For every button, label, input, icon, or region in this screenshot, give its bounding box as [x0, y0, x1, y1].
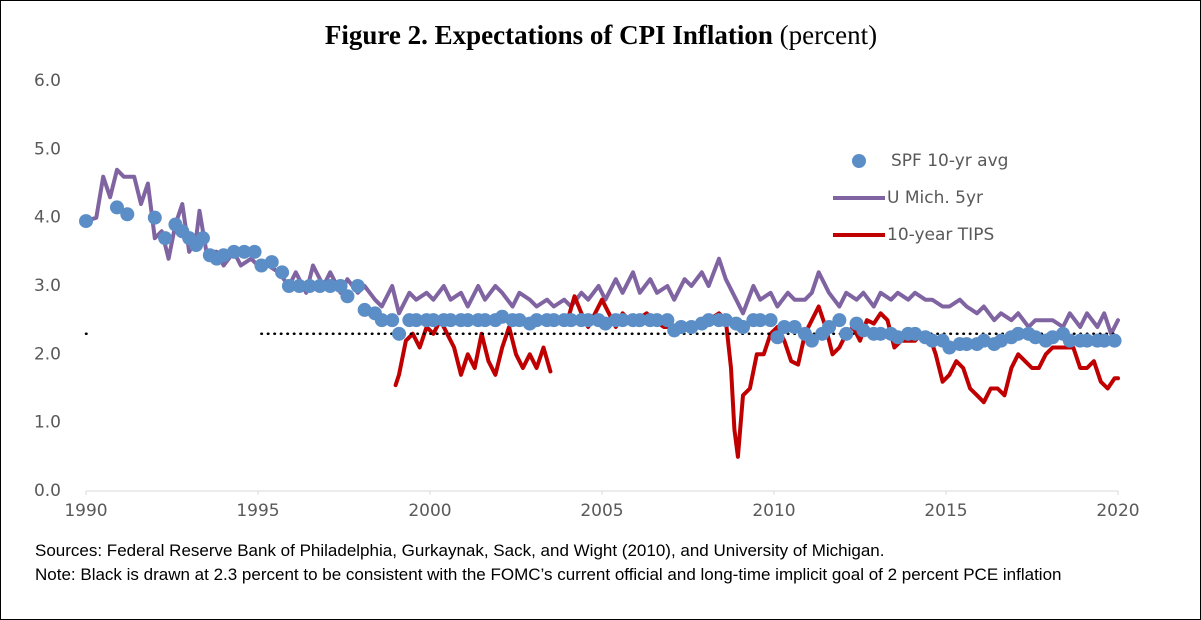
spf-point — [226, 244, 241, 259]
spf-point — [350, 279, 365, 293]
spf-point — [292, 279, 307, 293]
x-tick-label: 2005 — [580, 501, 623, 521]
spf-point — [763, 313, 778, 328]
y-tick-label: 4.0 — [34, 208, 61, 228]
spf-point — [959, 337, 974, 352]
spf-point — [323, 279, 338, 293]
spf-point — [195, 231, 210, 246]
chart-title: Figure 2. Expectations of CPI Inflation — [325, 20, 773, 50]
spf-point — [237, 244, 252, 259]
spf-point — [804, 333, 819, 348]
legend-label: SPF 10-yr avg — [891, 151, 1008, 171]
note: Note: Black is drawn at 2.3 percent to b… — [35, 565, 1062, 584]
spf-point — [120, 207, 135, 222]
chart-subtitle: (percent) — [780, 20, 877, 50]
spf-point — [546, 313, 561, 328]
spf-point — [158, 231, 173, 246]
spf-point — [925, 333, 940, 348]
spf-point — [832, 313, 847, 328]
spf-point — [392, 326, 407, 341]
x-tick-label: 1990 — [64, 501, 107, 521]
spf-point — [109, 200, 124, 215]
spf-point — [302, 279, 317, 293]
spf-point — [1080, 333, 1095, 348]
legend-label: U Mich. 5yr — [887, 188, 983, 208]
y-tick-label: 3.0 — [34, 276, 61, 296]
spf-point — [312, 279, 327, 293]
spf-point — [264, 255, 279, 270]
spf-point — [822, 320, 837, 334]
x-tick-label: 2010 — [752, 501, 795, 521]
x-tick-label: 1995 — [236, 501, 279, 521]
series-line — [84, 167, 1120, 336]
legend-marker — [852, 154, 866, 168]
spf-point — [529, 313, 544, 328]
spf-point — [581, 313, 596, 328]
spf-point — [443, 313, 458, 328]
spf-point — [385, 313, 400, 328]
spf-point — [770, 330, 785, 345]
spf-point — [787, 320, 802, 334]
y-tick-label: 6.0 — [34, 71, 61, 91]
x-tick-label: 2015 — [924, 501, 967, 521]
spf-point — [247, 244, 262, 259]
spf-point — [147, 210, 162, 225]
spf-point — [839, 326, 854, 341]
spf-point — [1107, 333, 1122, 348]
chart-title-group: Figure 2. Expectations of CPI Inflation … — [325, 20, 877, 50]
y-tick-label: 5.0 — [34, 139, 61, 159]
spf-point — [701, 313, 716, 328]
spf-point — [674, 320, 689, 334]
spf-point — [1097, 333, 1112, 348]
spf-point — [478, 313, 493, 328]
spf-point — [340, 289, 355, 304]
spf-point — [777, 320, 792, 334]
spf-point — [333, 279, 348, 293]
x-tick-label: 2020 — [1096, 501, 1139, 521]
sources: Sources: Federal Reserve Bank of Philade… — [35, 541, 885, 560]
spf-point — [275, 265, 290, 280]
spf-point — [409, 313, 424, 328]
notes: Sources: Federal Reserve Bank of Philade… — [35, 539, 1185, 587]
spf-point — [1011, 326, 1026, 341]
spf-point — [632, 313, 647, 328]
spf-point — [79, 214, 93, 229]
y-tick-label: 0.0 — [34, 481, 61, 501]
spf-point — [564, 313, 579, 328]
spf-point — [281, 279, 296, 293]
spf-point — [374, 313, 389, 328]
spf-point — [460, 313, 475, 328]
spf-point — [1062, 333, 1077, 348]
spf-point — [736, 320, 751, 334]
spf-point — [426, 313, 441, 328]
y-tick-label: 2.0 — [34, 344, 61, 364]
spf-point — [650, 313, 665, 328]
spf-point — [873, 326, 888, 341]
y-tick-label: 1.0 — [34, 413, 61, 433]
legend-label: 10-year TIPS — [887, 225, 994, 245]
spf-point — [615, 313, 630, 328]
x-tick-label: 2000 — [408, 501, 451, 521]
spf-point — [753, 313, 768, 328]
chart: Figure 2. Expectations of CPI Inflation … — [34, 20, 1140, 521]
spf-point — [660, 313, 675, 328]
